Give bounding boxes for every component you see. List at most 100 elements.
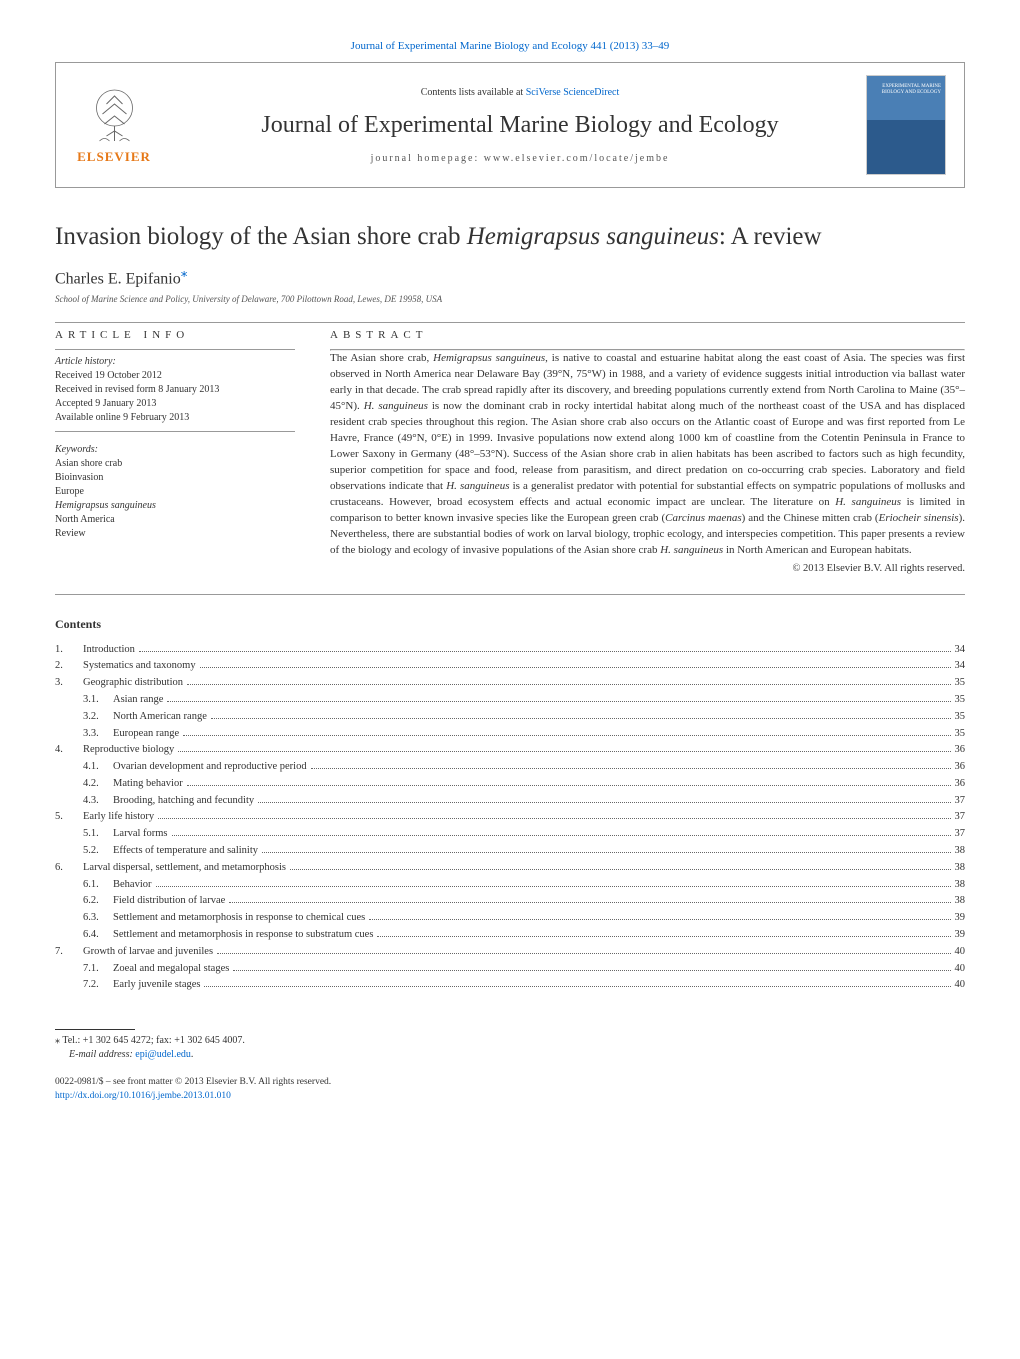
toc-page: 36 [955,759,966,776]
toc-number: 3. [55,675,83,692]
toc-subnumber: 4.1. [83,759,113,776]
toc-dots [229,902,950,903]
toc-subnumber: 5.1. [83,826,113,843]
toc-title: North American range [113,709,207,726]
copyright-line: © 2013 Elsevier B.V. All rights reserved… [330,563,965,574]
toc-row[interactable]: 1.Introduction34 [55,642,965,659]
toc-subnumber: 3.2. [83,709,113,726]
abstract-column: abstract The Asian shore crab, Hemigraps… [330,329,965,573]
toc-row[interactable]: 6.3.Settlement and metamorphosis in resp… [55,910,965,927]
toc-title: European range [113,726,179,743]
history-item: Available online 9 February 2013 [55,411,295,425]
toc-page: 36 [955,742,966,759]
toc-subnumber: 3.3. [83,726,113,743]
toc-row[interactable]: 3.2.North American range 35 [55,709,965,726]
journal-citation-link[interactable]: Journal of Experimental Marine Biology a… [55,40,965,52]
toc-row[interactable]: 6.Larval dispersal, settlement, and meta… [55,860,965,877]
toc-row[interactable]: 7.2.Early juvenile stages40 [55,977,965,994]
toc-dots [178,751,950,752]
toc-page: 35 [955,709,966,726]
toc-row[interactable]: 2.Systematics and taxonomy34 [55,658,965,675]
toc-dots [200,667,951,668]
author-text: Charles E. Epifanio [55,270,181,287]
keyword: Bioinvasion [55,471,295,485]
author-name: Charles E. Epifanio⁎ [55,265,965,288]
keywords-label: Keywords: [55,444,295,455]
history-item: Received in revised form 8 January 2013 [55,383,295,397]
toc-dots [167,701,950,702]
toc-dots [217,953,950,954]
toc-subnumber: 7.2. [83,977,113,994]
toc-row[interactable]: 3.Geographic distribution 35 [55,675,965,692]
info-divider [55,431,295,432]
toc-dots [156,886,951,887]
info-divider [55,349,295,350]
toc-title: Mating behavior [113,776,183,793]
toc-dots [262,852,950,853]
doi-link[interactable]: http://dx.doi.org/10.1016/j.jembe.2013.0… [55,1091,231,1101]
corresponding-mark[interactable]: ⁎ [181,265,188,280]
toc-subnumber: 4.2. [83,776,113,793]
sciencedirect-link[interactable]: SciVerse ScienceDirect [526,87,620,98]
toc-dots [233,970,950,971]
keyword: North America [55,513,295,527]
article-info-column: article info Article history: Received 1… [55,329,295,573]
toc-dots [369,919,950,920]
header-center: Contents lists available at SciVerse Sci… [174,87,866,164]
toc-page: 40 [955,961,966,978]
affiliation: School of Marine Science and Policy, Uni… [55,294,965,304]
toc-dots [183,735,950,736]
toc-number: 5. [55,809,83,826]
toc-dots [311,768,951,769]
toc-page: 38 [955,877,966,894]
toc-row[interactable]: 5.1.Larval forms37 [55,826,965,843]
toc-row[interactable]: 4.3.Brooding, hatching and fecundity37 [55,793,965,810]
keywords-list: Asian shore crabBioinvasionEuropeHemigra… [55,457,295,541]
toc-subnumber: 6.2. [83,893,113,910]
toc-row[interactable]: 6.1.Behavior38 [55,877,965,894]
toc-subnumber: 6.3. [83,910,113,927]
footer: ⁎ Tel.: +1 302 645 4272; fax: +1 302 645… [55,1029,965,1103]
toc-subnumber: 6.1. [83,877,113,894]
history-item: Received 19 October 2012 [55,369,295,383]
toc-number: 2. [55,658,83,675]
toc-dots [187,684,950,685]
issn-line: 0022-0981/$ – see front matter © 2013 El… [55,1076,965,1089]
abstract-heading: abstract [330,329,965,341]
toc-page: 34 [955,658,966,675]
toc-page: 39 [955,927,966,944]
toc-title: Zoeal and megalopal stages [113,961,229,978]
toc-row[interactable]: 7.Growth of larvae and juveniles40 [55,944,965,961]
journal-header: ELSEVIER Contents lists available at Sci… [55,62,965,188]
elsevier-tree-icon [82,86,147,146]
corresponding-author-info: ⁎ Tel.: +1 302 645 4272; fax: +1 302 645… [55,1034,965,1048]
toc-row[interactable]: 6.2.Field distribution of larvae38 [55,893,965,910]
toc-number: 6. [55,860,83,877]
toc-title: Settlement and metamorphosis in response… [113,910,365,927]
toc-page: 40 [955,944,966,961]
toc-row[interactable]: 4.2.Mating behavior36 [55,776,965,793]
keyword: Asian shore crab [55,457,295,471]
toc-title: Field distribution of larvae [113,893,225,910]
title-species: Hemigrapsus sanguineus [467,223,719,250]
toc-row[interactable]: 5.2.Effects of temperature and salinity3… [55,843,965,860]
toc-row[interactable]: 4.1.Ovarian development and reproductive… [55,759,965,776]
keyword: Europe [55,485,295,499]
toc-title: Brooding, hatching and fecundity [113,793,254,810]
toc-title: Geographic distribution [83,675,183,692]
email-link[interactable]: epi@udel.edu [135,1049,191,1060]
toc-title: Larval forms [113,826,168,843]
toc-page: 37 [955,809,966,826]
toc-row[interactable]: 5.Early life history37 [55,809,965,826]
divider [55,322,965,323]
toc-row[interactable]: 4.Reproductive biology36 [55,742,965,759]
contents-heading: Contents [55,617,965,632]
toc-subnumber: 7.1. [83,961,113,978]
toc-row[interactable]: 6.4.Settlement and metamorphosis in resp… [55,927,965,944]
toc-page: 35 [955,675,966,692]
toc-row[interactable]: 3.1.Asian range35 [55,692,965,709]
toc-subnumber: 4.3. [83,793,113,810]
toc-row[interactable]: 7.1.Zoeal and megalopal stages 40 [55,961,965,978]
toc-title: Effects of temperature and salinity [113,843,258,860]
toc-row[interactable]: 3.3.European range35 [55,726,965,743]
